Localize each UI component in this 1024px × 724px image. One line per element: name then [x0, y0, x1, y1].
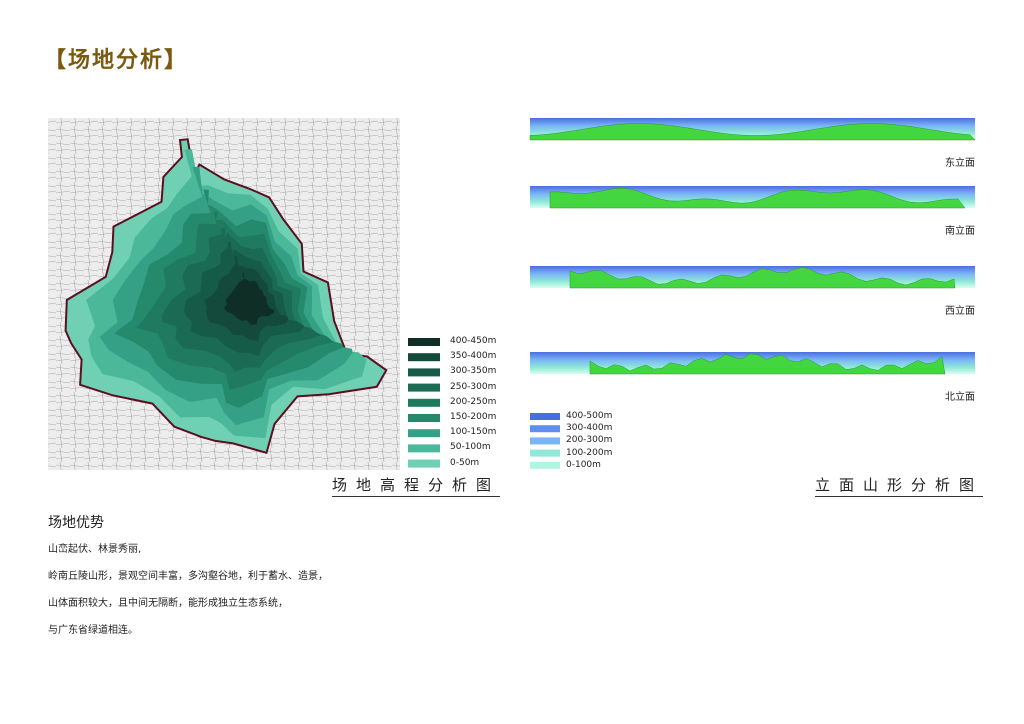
- elevation-strips: [529, 118, 976, 375]
- hill-profile: [529, 123, 976, 141]
- legend-swatch: [530, 461, 560, 469]
- legend-label: 300-350m: [450, 366, 497, 377]
- legend-label: 200-300m: [566, 435, 613, 446]
- legend-label: 0-100m: [566, 459, 601, 470]
- legend-swatch: [530, 449, 560, 457]
- legend-label: 150-200m: [450, 412, 497, 422]
- legend-label: 400-500m: [566, 411, 613, 421]
- advantage-line: 岭南丘陵山形，景观空间丰富，多沟壑谷地，利于蓄水、造景，: [48, 571, 328, 582]
- legend-label: 400-450m: [450, 336, 497, 346]
- view-label: 西立面: [945, 306, 975, 317]
- legend-label: 250-300m: [450, 381, 497, 392]
- section-heading: 场地优势: [48, 515, 104, 531]
- terrain: [64, 138, 388, 455]
- page-title: 【场地分析】: [44, 48, 189, 73]
- elevation-caption: 立面山形分析图: [815, 474, 984, 497]
- advantage-line: 与广东省绿道相连。: [48, 625, 138, 636]
- view-label: 东立面: [945, 158, 975, 169]
- view-label: 北立面: [945, 392, 975, 403]
- legend-swatch: [530, 425, 560, 433]
- legend-swatch: [408, 383, 440, 392]
- hill-profile: [589, 353, 946, 375]
- legend-swatch: [408, 444, 440, 453]
- legend-label: 50-100m: [450, 442, 491, 453]
- legend-swatch: [530, 437, 560, 445]
- legend-swatch: [408, 398, 440, 407]
- legend-label: 300-400m: [566, 423, 613, 434]
- legend-label: 350-400m: [450, 351, 497, 362]
- legend-swatch: [408, 459, 440, 468]
- legend-swatch: [408, 429, 440, 438]
- legend-label: 100-150m: [450, 427, 497, 438]
- legend-swatch: [408, 338, 440, 346]
- legend-swatch: [408, 414, 440, 422]
- hill-profile: [569, 267, 956, 289]
- legend-swatch: [408, 353, 440, 362]
- advantage-line: 山峦起伏、林景秀丽,: [48, 544, 142, 555]
- contour: [224, 272, 275, 326]
- legend-label: 0-50m: [450, 457, 480, 468]
- legend-label: 100-200m: [566, 447, 613, 458]
- map-caption: 场地高程分析图: [332, 474, 501, 497]
- advantage-line: 山体面积较大，且中间无隔断，能形成独立生态系统，: [48, 598, 288, 609]
- view-label: 南立面: [945, 226, 975, 237]
- legend-swatch: [408, 368, 440, 377]
- legend-swatch: [530, 413, 560, 420]
- legend-label: 200-250m: [450, 396, 497, 407]
- hill-profile: [549, 187, 966, 209]
- legend-swatches: [408, 338, 560, 469]
